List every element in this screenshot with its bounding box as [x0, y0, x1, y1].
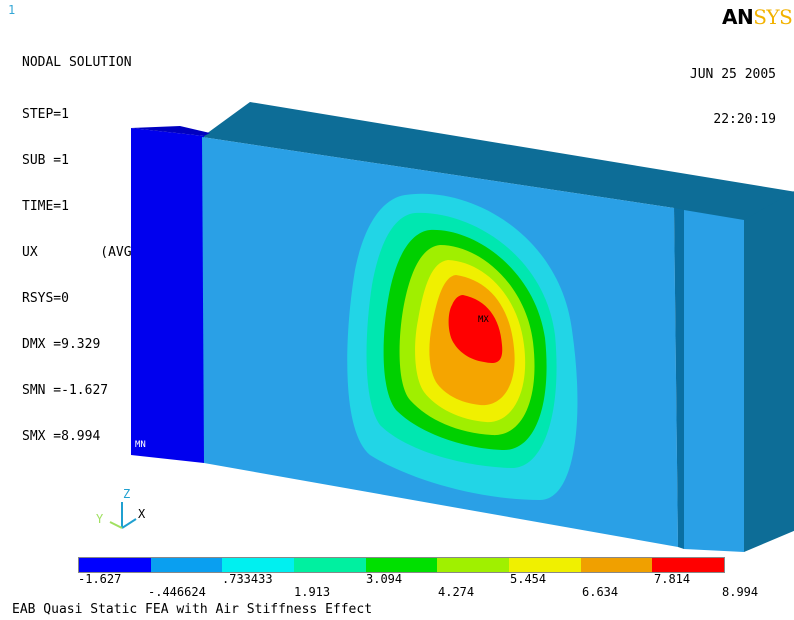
plot-title: EAB Quasi Static FEA with Air Stiffness … — [12, 602, 373, 617]
solution-info: NODAL SOLUTION STEP=1 SUB =1 TIME=1 UX (… — [22, 25, 139, 460]
min-strip-top — [131, 126, 210, 136]
solution-dmx: DMX =9.329 — [22, 337, 101, 352]
legend-label-0: -1.627 — [78, 572, 122, 586]
contour-legend-bar — [78, 557, 725, 573]
legend-label-4: 3.094 — [366, 572, 403, 586]
time-label: 22:20:19 — [713, 112, 776, 127]
contour-band-red — [448, 295, 503, 364]
solution-step: STEP=1 — [22, 107, 69, 122]
axis-triad: Z Y X — [96, 487, 146, 529]
legend-label-1: -.446624 — [148, 585, 206, 599]
date-time: JUN 25 2005 22:20:19 — [690, 37, 776, 142]
legend-label-9: 8.994 — [722, 585, 759, 599]
solution-rsys: RSYS=0 — [22, 291, 69, 306]
triad-x-axis — [121, 518, 137, 529]
min-marker: MN — [135, 440, 146, 450]
legend-swatch-7 — [509, 558, 581, 572]
date-label: JUN 25 2005 — [689, 67, 776, 82]
legend-swatch-4 — [294, 558, 366, 572]
triad-y-axis — [109, 521, 123, 529]
slot-gap — [674, 208, 684, 549]
triad-x-label: X — [138, 507, 146, 521]
solution-smn: SMN =-1.627 — [22, 383, 109, 398]
ansys-logo: ANSYS — [722, 5, 793, 29]
window-number: 1 — [8, 3, 16, 17]
legend-label-8: 7.814 — [654, 572, 691, 586]
right-segment-face — [684, 210, 744, 552]
solution-item: UX (AVG) — [22, 245, 140, 260]
legend-swatch-1 — [79, 558, 151, 572]
legend-swatch-6 — [437, 558, 510, 572]
solution-title: NODAL SOLUTION — [22, 55, 132, 70]
legend-swatch-9 — [652, 558, 725, 572]
legend-label-2: .733433 — [222, 572, 273, 586]
slab-right-side — [744, 191, 794, 552]
solution-smx: SMX =8.994 — [22, 429, 101, 444]
legend-label-3: 1.913 — [294, 585, 331, 599]
max-marker: MX — [478, 315, 489, 325]
legend-label-6: 5.454 — [510, 572, 547, 586]
slab-top-face — [202, 102, 794, 226]
legend-swatch-2 — [150, 558, 223, 572]
logo-part-an: AN — [722, 5, 754, 29]
legend-swatch-3 — [222, 558, 295, 572]
min-strip-front — [131, 128, 204, 463]
triad-y-label: Y — [96, 512, 104, 526]
triad-z-label: Z — [123, 487, 130, 501]
logo-part-sys: SYS — [753, 5, 793, 29]
legend-label-7: 6.634 — [582, 585, 619, 599]
legend-swatch-5 — [365, 558, 438, 572]
legend-swatch-8 — [580, 558, 653, 572]
solution-sub: SUB =1 — [22, 153, 69, 168]
legend-label-5: 4.274 — [438, 585, 475, 599]
solution-time: TIME=1 — [22, 199, 69, 214]
